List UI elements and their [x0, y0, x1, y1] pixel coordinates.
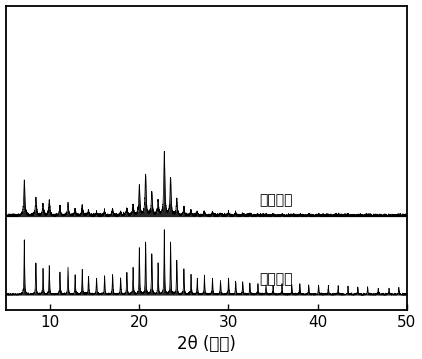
Text: 实验数据: 实验数据 [260, 194, 293, 208]
Text: 模拟数据: 模拟数据 [260, 272, 293, 286]
X-axis label: 2θ (角度): 2θ (角度) [177, 335, 235, 354]
